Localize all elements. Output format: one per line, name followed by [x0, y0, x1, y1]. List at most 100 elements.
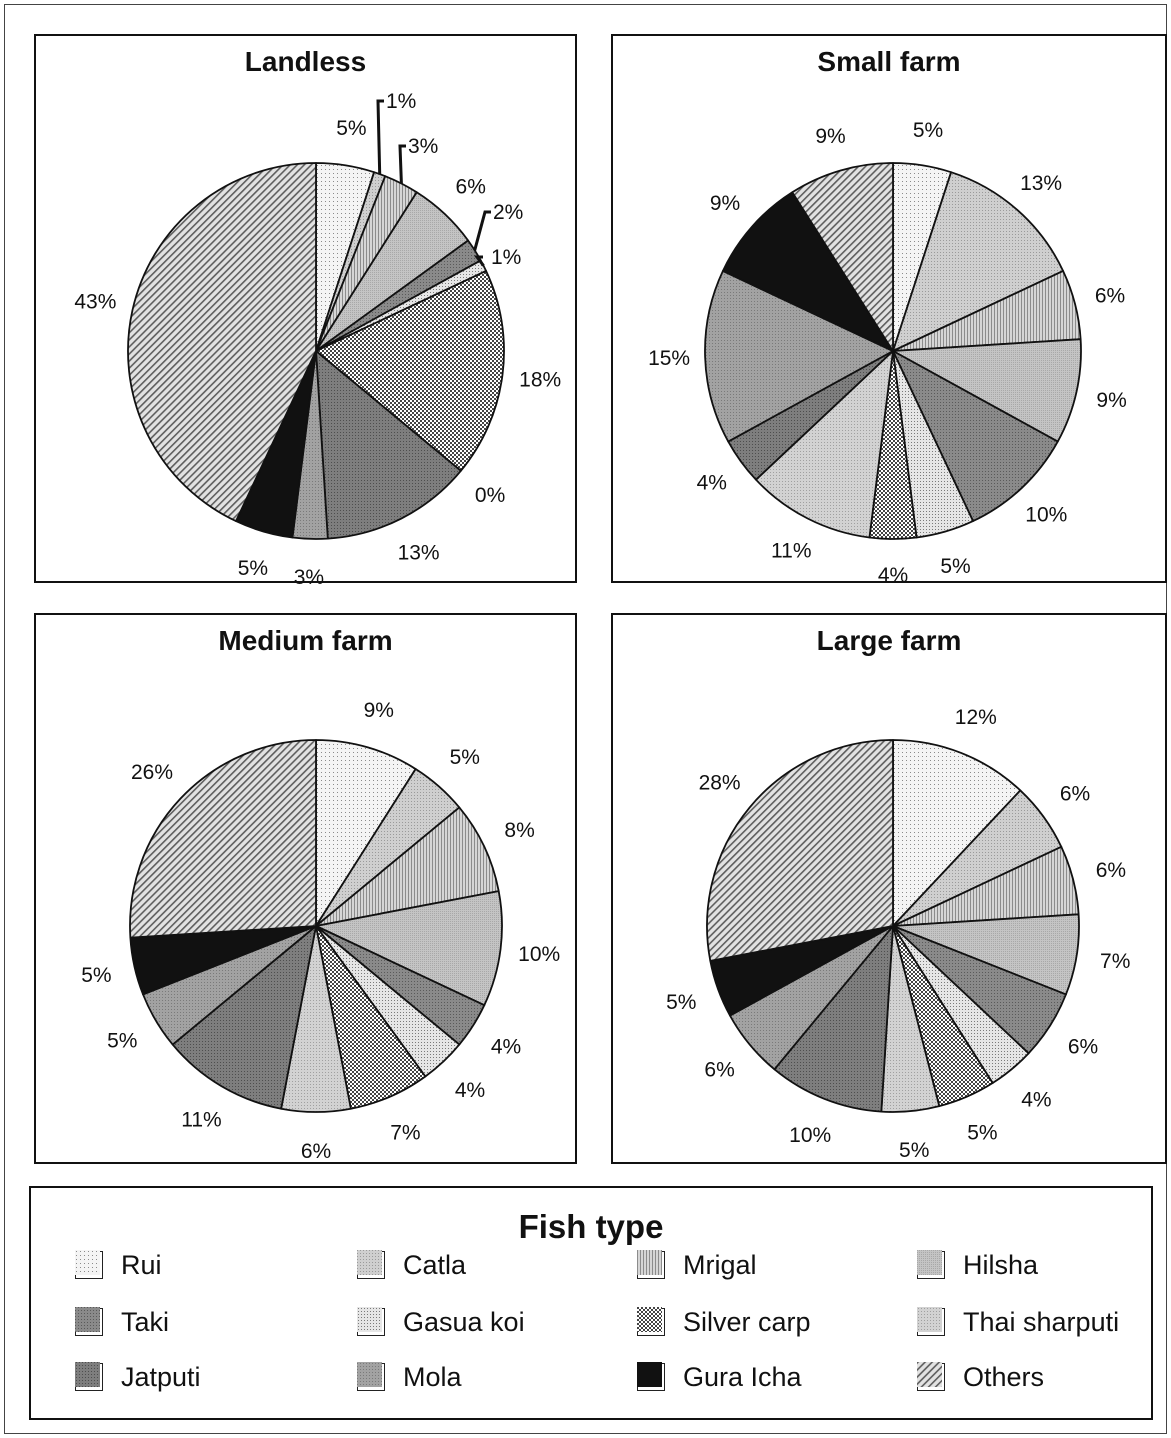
slice-label-gura-icha: 9%: [710, 192, 740, 215]
pie-chart-large-farm: 12% 6% 6% 7% 6% 4% 5% 5% 10% 6% 5% 28%: [666, 706, 1130, 1162]
slice-label-gasua-koi: 4%: [455, 1079, 485, 1102]
pie-slice-hilsha: [892, 338, 1082, 443]
pie-slice-gura-icha: [721, 191, 894, 352]
legend-item-thai-sharputi: Thai sharputi: [917, 1307, 1119, 1337]
slice-label-mola: 15%: [648, 347, 690, 370]
legend-swatch: [357, 1250, 385, 1279]
legend-item-jatputi: Jatputi: [75, 1362, 201, 1392]
pie-slice-hilsha: [315, 890, 503, 1007]
slice-label-others: 28%: [699, 772, 741, 795]
legend-label: Rui: [121, 1249, 162, 1280]
slice-label-taki: 4%: [491, 1036, 521, 1059]
legend-item-silver-carp: Silver carp: [637, 1307, 811, 1337]
slice-label-silver-carp: 18%: [519, 368, 561, 391]
slice-label-gasua-koi: 5%: [940, 555, 970, 578]
pie-slice-others: [706, 739, 894, 962]
slice-label-jatputi: 4%: [697, 472, 727, 495]
legend-item-gura-icha: Gura Icha: [637, 1362, 802, 1392]
slice-label-others: 9%: [815, 125, 845, 148]
legend-item-hilsha: Hilsha: [917, 1250, 1038, 1280]
legend-label: Hilsha: [963, 1249, 1039, 1280]
leader-line-mrigal: [398, 144, 406, 184]
slice-label-gasua-koi: 4%: [1021, 1088, 1051, 1111]
legend-label: Thai sharputi: [963, 1306, 1120, 1337]
slice-label-rui: 9%: [364, 699, 394, 722]
pie-slice-jatputi: [315, 350, 462, 540]
slice-label-rui: 5%: [336, 117, 366, 140]
legend-label: Jatputi: [121, 1361, 201, 1392]
slice-label-mola: 5%: [107, 1030, 137, 1053]
panel-medium-farm: 9% 5% 8% 10% 4% 4% 7% 6% 11% 5% 5% 26% Medium farm: [34, 613, 577, 1164]
pie-slice-others: [129, 739, 317, 939]
legend-item-mola: Mola: [357, 1362, 462, 1392]
chart-title: Small farm: [817, 46, 961, 77]
pie-slice-mrigal: [315, 806, 500, 927]
slice-label-hilsha: 10%: [518, 943, 560, 966]
pie-slice-rui: [315, 739, 417, 927]
slice-label-rui: 5%: [913, 119, 943, 142]
pie-chart-medium-farm: 9% 5% 8% 10% 4% 4% 7% 6% 11% 5% 5% 26%: [81, 699, 560, 1163]
slice-label-thai-sharputi: 5%: [899, 1139, 929, 1162]
legend-item-gasua-koi: Gasua koi: [357, 1307, 525, 1337]
slice-label-catla: 6%: [1060, 783, 1090, 806]
legend-swatch: [357, 1362, 385, 1391]
pie-slice-mola: [704, 270, 894, 443]
legend-item-catla: Catla: [357, 1250, 466, 1280]
leader-line-taki: [473, 210, 491, 251]
legend-item-mrigal: Mrigal: [637, 1250, 757, 1280]
legend-swatch: [75, 1362, 103, 1391]
legend-label: Taki: [121, 1306, 170, 1337]
legend-item-others: Others: [917, 1362, 1044, 1392]
slice-label-gura-icha: 5%: [666, 991, 696, 1014]
pie-slice-jatputi: [773, 925, 894, 1113]
pie-slice-rui: [892, 739, 1022, 927]
slice-label-gura-icha: 5%: [81, 964, 111, 987]
slice-label-silver-carp: 7%: [390, 1122, 420, 1145]
slice-label-others: 26%: [131, 761, 173, 784]
slice-label-catla: 1%: [386, 90, 416, 113]
chart-title: Medium farm: [218, 625, 393, 656]
slice-label-thai-sharputi: 6%: [301, 1140, 331, 1163]
legend-swatch: [75, 1250, 103, 1279]
chart-title: Large farm: [816, 625, 962, 656]
pie-slice-catla: [892, 171, 1065, 352]
slice-label-silver-carp: 4%: [878, 564, 908, 585]
slice-label-taki: 6%: [1068, 1036, 1098, 1059]
legend-label: Gasua koi: [403, 1306, 525, 1337]
slice-label-jatputi: 11%: [181, 1109, 221, 1132]
legend-label: Others: [963, 1361, 1045, 1392]
legend-swatch: [917, 1362, 945, 1391]
slice-label-gura-icha: 5%: [238, 557, 268, 580]
legend-item-taki: Taki: [75, 1307, 169, 1337]
pie-slice-taki: [892, 350, 1059, 523]
panel-small-farm: 5% 13% 6% 9% 10% 5% 4% 11% 4% 15% 9% 9% Small farm: [611, 34, 1167, 585]
legend-swatch: [917, 1250, 945, 1279]
legend-swatch: [357, 1307, 385, 1336]
legend-label: Catla: [403, 1249, 467, 1280]
slice-label-catla: 13%: [1020, 172, 1062, 195]
slice-label-jatputi: 13%: [398, 541, 440, 564]
slice-label-thai-sharputi: 0%: [475, 484, 505, 507]
pie-slice-thai-sharputi: [755, 350, 894, 539]
pie-slice-others: [127, 162, 317, 523]
legend-swatch: [637, 1307, 665, 1336]
legend-label: Silver carp: [683, 1306, 811, 1337]
pie-slice-jatputi: [171, 925, 317, 1110]
legend-label: Mola: [403, 1361, 462, 1392]
legend: Fish type Rui Catla Mrigal Hilsha Taki Gasua …: [29, 1186, 1153, 1420]
chart-title: Landless: [244, 46, 367, 77]
slice-label-mrigal: 3%: [408, 135, 438, 158]
pie-chart-landless: 5% 1% 3% 6% 2% 1% 18% 0% 13% 3% 5% 43%: [74, 90, 561, 585]
panel-landless: 5% 1% 3% 6% 2% 1% 18% 0% 13% 3% 5% 43% Landless: [34, 34, 577, 585]
slice-label-silver-carp: 5%: [967, 1122, 997, 1145]
legend-swatch: [637, 1250, 665, 1279]
pie-slice-silver-carp: [315, 270, 505, 472]
legend-swatch: [917, 1307, 945, 1336]
slice-label-hilsha: 7%: [1100, 950, 1130, 973]
slice-label-rui: 12%: [955, 706, 997, 729]
slice-label-taki: 2%: [493, 201, 523, 224]
leader-line-gasua-koi: [473, 255, 485, 267]
legend-swatch: [637, 1362, 665, 1391]
slice-label-hilsha: 9%: [1096, 389, 1126, 412]
slice-label-mola: 3%: [294, 566, 324, 585]
